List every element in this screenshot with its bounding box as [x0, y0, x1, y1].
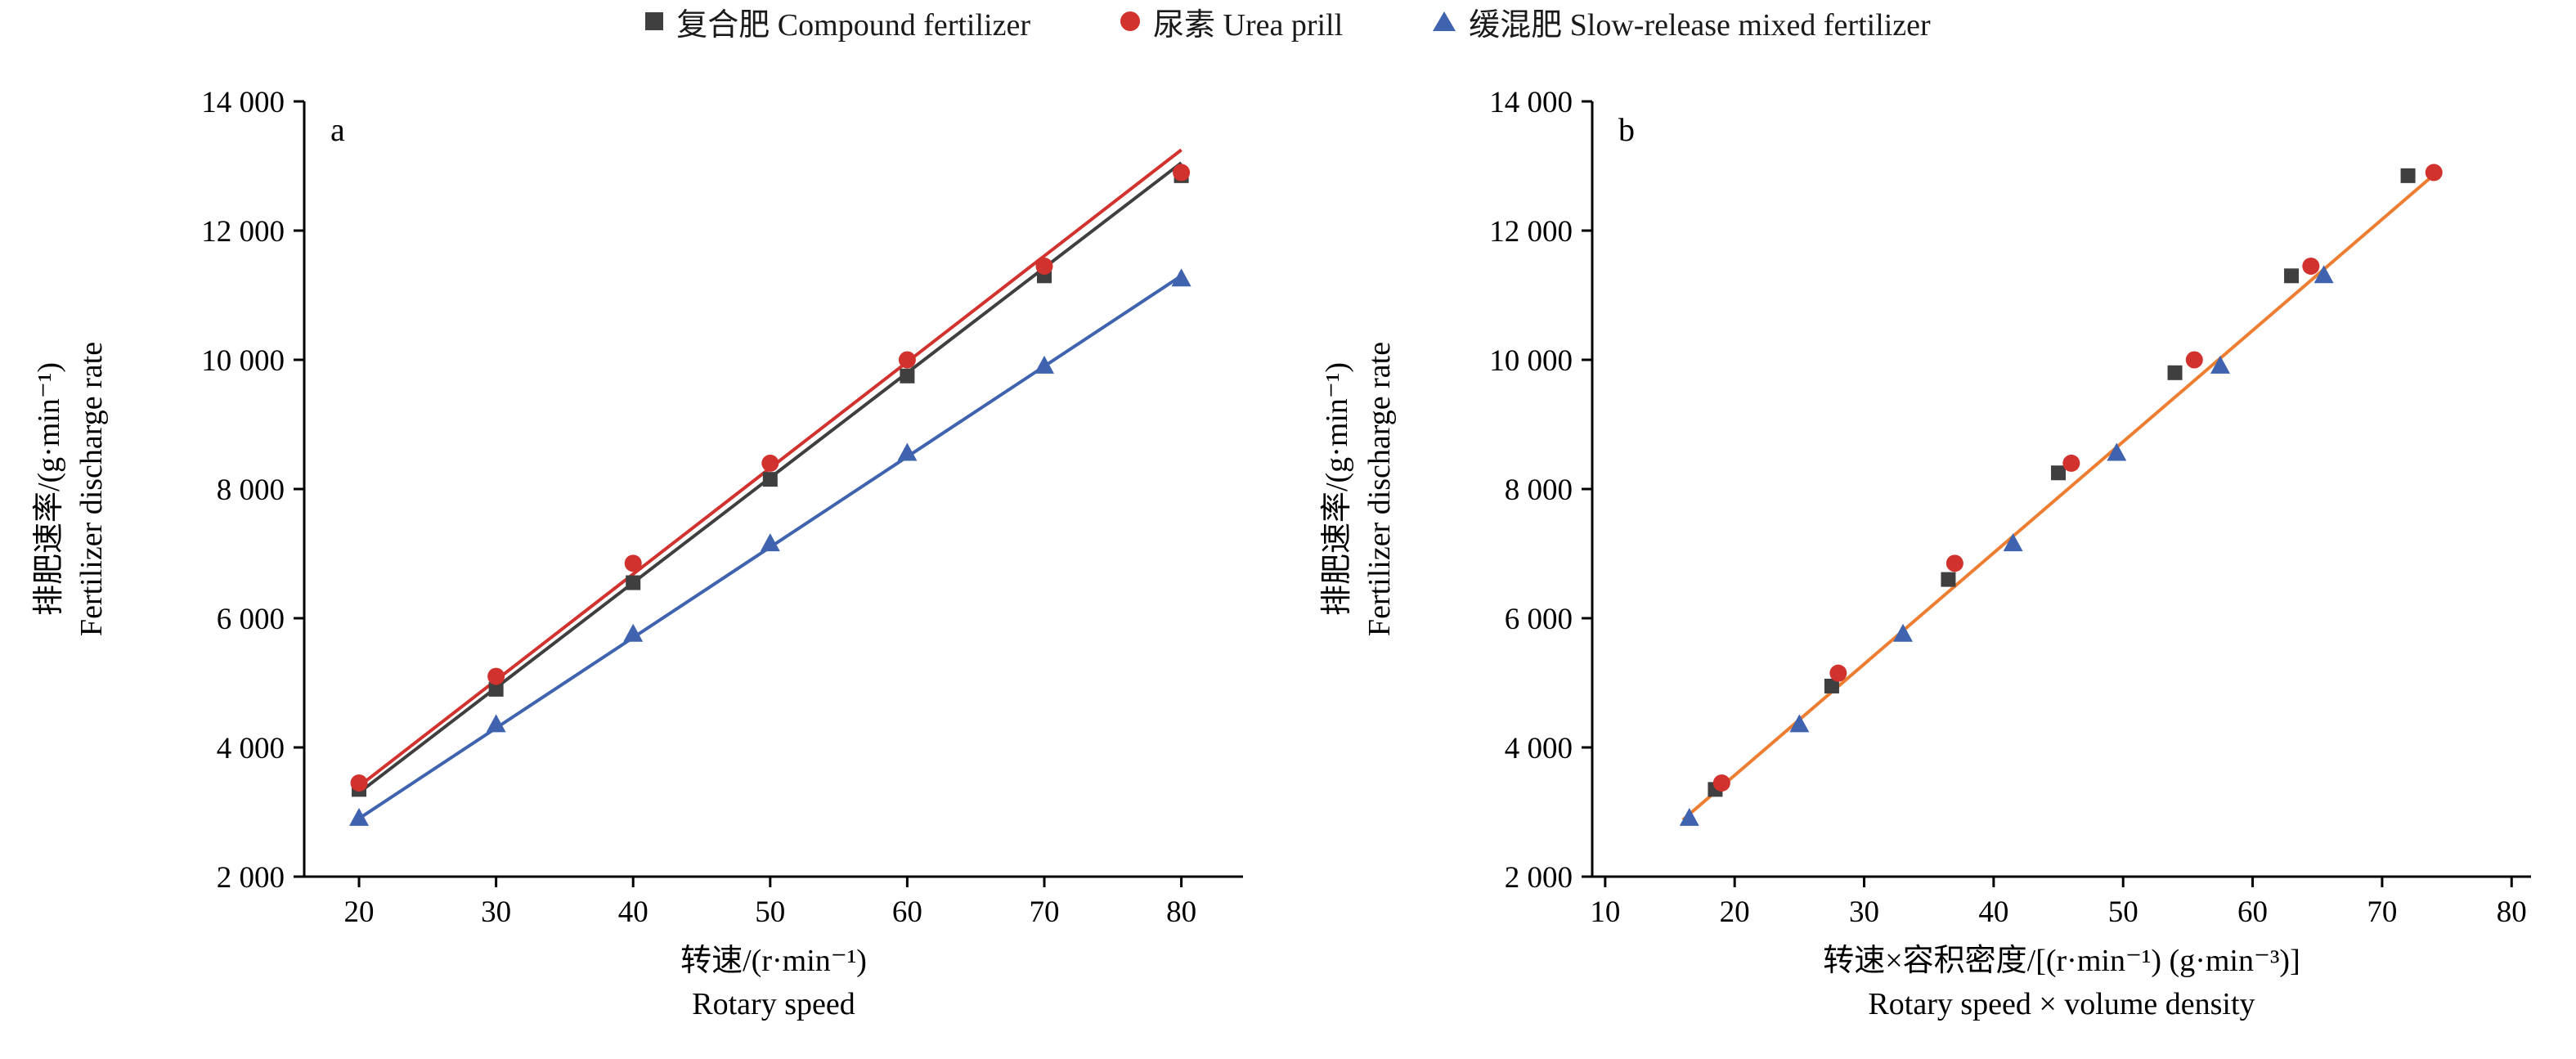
x-tick-label: 30 [481, 895, 511, 929]
triangle-marker-icon [2313, 265, 2334, 284]
y-tick-label: 2 000 [217, 861, 285, 895]
legend-label: 复合肥 Compound fertilizer [676, 7, 1030, 43]
square-marker-icon [2051, 465, 2067, 481]
legend-item-compound-fertilizer: 复合肥 Compound fertilizer [645, 0, 1030, 44]
legend-label: 尿素 Urea prill [1153, 7, 1344, 43]
y-axis-label-en: Fertilizer discharge rate [1362, 342, 1397, 636]
x-tick-label: 40 [1978, 895, 2008, 929]
chart-panel-b: 10 20 30 40 50 60 70 80 2 000 4 000 6 000 8 000 10 0… [1320, 86, 2531, 1021]
circle-marker-icon [1829, 664, 1847, 682]
circle-marker-icon [2062, 454, 2080, 472]
x-tick-label: 20 [344, 895, 375, 929]
x-tick-label: 60 [2237, 895, 2268, 929]
y-tick-label: 14 000 [1489, 86, 1573, 119]
charts-row: 20 30 40 50 60 70 80 2 000 4 000 6 000 8 000 10 000… [0, 41, 2576, 1055]
circle-marker-icon [2425, 164, 2443, 182]
square-marker-icon [488, 681, 504, 697]
y-tick-label: 6 000 [217, 603, 285, 636]
y-tick-label: 14 000 [201, 86, 285, 119]
panel-letter: a [330, 111, 345, 148]
y-axis-label-zh: 排肥速率/(g·min⁻¹) [1320, 362, 1354, 616]
x-axis-label-en: Rotary speed [692, 987, 855, 1021]
y-tick-label: 4 000 [217, 732, 285, 765]
square-marker-icon [2400, 168, 2416, 183]
y-tick-label: 8 000 [1505, 473, 1573, 507]
triangle-marker-icon [2107, 442, 2127, 461]
square-marker-icon [645, 12, 664, 30]
circle-marker-icon [624, 554, 642, 572]
circle-marker-icon [2185, 351, 2203, 369]
x-tick-label: 60 [892, 895, 922, 929]
x-tick-label: 20 [1720, 895, 1750, 929]
triangle-marker-icon [1789, 714, 1810, 733]
triangle-marker-icon [760, 533, 780, 552]
chart-panel-b-wrap: 10 20 30 40 50 60 70 80 2 000 4 000 6 000 8 000 10 0… [1288, 41, 2576, 1055]
circle-marker-icon [350, 774, 368, 792]
triangle-marker-icon [1433, 11, 1456, 31]
square-marker-icon [2167, 365, 2183, 380]
circle-marker-icon [1945, 554, 1963, 572]
chart-panel-a: 20 30 40 50 60 70 80 2 000 4 000 6 000 8 000 10 000… [32, 86, 1243, 1021]
triangle-marker-icon [623, 623, 644, 642]
circle-marker-icon [1712, 774, 1730, 792]
x-tick-label: 70 [2367, 895, 2397, 929]
x-tick-label: 80 [1166, 895, 1196, 929]
fit-line [1681, 168, 2442, 821]
x-tick-label: 70 [1029, 895, 1059, 929]
x-tick-label: 50 [2108, 895, 2138, 929]
triangle-marker-icon [2210, 355, 2230, 374]
x-tick-label: 50 [755, 895, 785, 929]
chart-panel-a-wrap: 20 30 40 50 60 70 80 2 000 4 000 6 000 8 000 10 000… [0, 41, 1288, 1055]
x-tick-label: 10 [1590, 895, 1620, 929]
triangle-marker-icon [349, 807, 370, 826]
y-tick-label: 8 000 [217, 473, 285, 507]
triangle-marker-icon [1171, 268, 1192, 287]
x-axis-label-zh: 转速×容积密度/[(r·min⁻¹) (g·min⁻³)] [1823, 944, 2300, 978]
x-axis-label-zh: 转速/(r·min⁻¹) [680, 944, 867, 978]
legend-item-slow-release-mixed-fertilizer: 缓混肥 Slow-release mixed fertilizer [1433, 0, 1931, 44]
legend-item-urea-prill: 尿素 Urea prill [1120, 0, 1343, 44]
y-tick-label: 2 000 [1505, 861, 1573, 895]
x-tick-label: 80 [2497, 895, 2527, 929]
y-axis-label-en: Fertilizer discharge rate [74, 342, 109, 636]
circle-marker-icon [1035, 257, 1053, 275]
circle-marker-icon [898, 351, 916, 369]
x-tick-label: 40 [618, 895, 648, 929]
triangle-marker-icon [486, 714, 506, 733]
square-marker-icon [762, 472, 778, 487]
square-marker-icon [626, 575, 641, 590]
circle-marker-icon [2302, 257, 2320, 275]
square-marker-icon [1824, 678, 1839, 693]
y-tick-label: 10 000 [201, 344, 285, 378]
legend-label: 缓混肥 Slow-release mixed fertilizer [1469, 7, 1931, 43]
y-tick-label: 12 000 [201, 215, 285, 249]
y-tick-label: 10 000 [1489, 344, 1573, 378]
legend: 复合肥 Compound fertilizer 尿素 Urea prill 缓混… [0, 0, 2576, 43]
y-tick-label: 6 000 [1505, 603, 1573, 636]
circle-marker-icon [1120, 11, 1140, 31]
y-axis-label-zh: 排肥速率/(g·min⁻¹) [32, 362, 66, 616]
square-marker-icon [1941, 572, 1956, 587]
circle-marker-icon [487, 667, 505, 685]
y-tick-label: 4 000 [1505, 732, 1573, 765]
y-tick-label: 12 000 [1489, 215, 1573, 249]
x-axis-label-en: Rotary speed × volume density [1868, 987, 2255, 1021]
x-tick-label: 30 [1849, 895, 1879, 929]
circle-marker-icon [1173, 164, 1191, 182]
triangle-marker-icon [1034, 355, 1054, 374]
square-marker-icon [2284, 268, 2300, 284]
triangle-marker-icon [1893, 623, 1914, 642]
panel-letter: b [1618, 111, 1635, 148]
square-marker-icon [900, 368, 915, 384]
triangle-marker-icon [2003, 533, 2023, 552]
triangle-marker-icon [1679, 807, 1699, 826]
circle-marker-icon [761, 454, 779, 472]
triangle-marker-icon [897, 442, 918, 461]
